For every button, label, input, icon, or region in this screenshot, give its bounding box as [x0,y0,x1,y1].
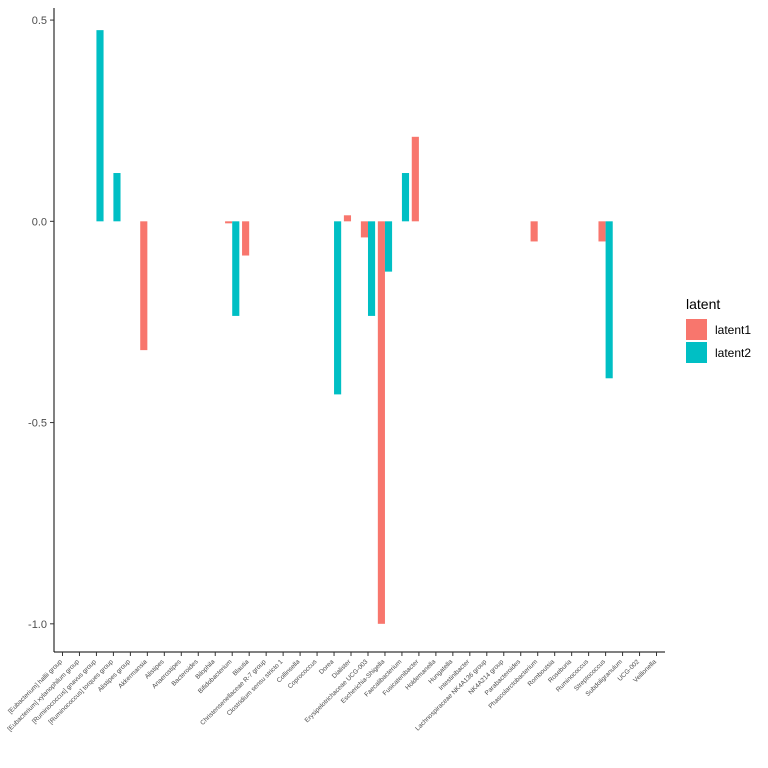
bar-latent1-28 [530,221,538,242]
bars-layer [96,30,613,624]
bar-latent1-21 [411,136,419,222]
axes-layer [53,8,665,653]
y-tick-label: -1.0 [28,619,47,631]
legend-key-latent1 [686,319,707,340]
legend-label-latent1: latent1 [715,323,751,337]
legend-items: latent1 latent2 [686,319,751,363]
bar-latent2-2 [96,30,104,222]
bar-latent1-10 [225,221,233,224]
bar-latent1-5 [140,221,148,351]
legend-label-latent2: latent2 [715,346,751,360]
bar-latent1-17 [343,215,352,222]
bar-latent2-18 [367,221,376,316]
legend: latent latent1 latent2 [686,296,751,363]
bar-latent1-11 [242,221,250,256]
x-tick-label: [Eubacterium] xylanophilum group [6,658,81,733]
bar-latent2-32 [605,221,613,379]
y-ticks: 0.5 0.0 -0.5 -1.0 [28,15,54,631]
bar-latent2-19 [384,221,393,272]
y-tick-label: -0.5 [28,418,47,430]
bar-latent1-32 [598,221,606,242]
bar-latent2-10 [232,221,240,316]
bar-latent2-3 [113,173,121,222]
x-tick-label: [Ruminococcus] gnavus group [31,658,98,725]
bar-latent2-16 [334,221,342,395]
legend-title: latent [686,296,720,312]
y-tick-label: 0.5 [32,15,47,27]
x-ticks: [Eubacterium] hallii group[Eubacterium] … [6,652,658,733]
legend-key-latent2 [686,342,707,363]
bar-latent1-18 [360,221,368,238]
y-tick-label: 0.0 [32,216,47,228]
bar-latent1-19 [377,221,385,624]
bar-latent2-20 [401,173,410,222]
